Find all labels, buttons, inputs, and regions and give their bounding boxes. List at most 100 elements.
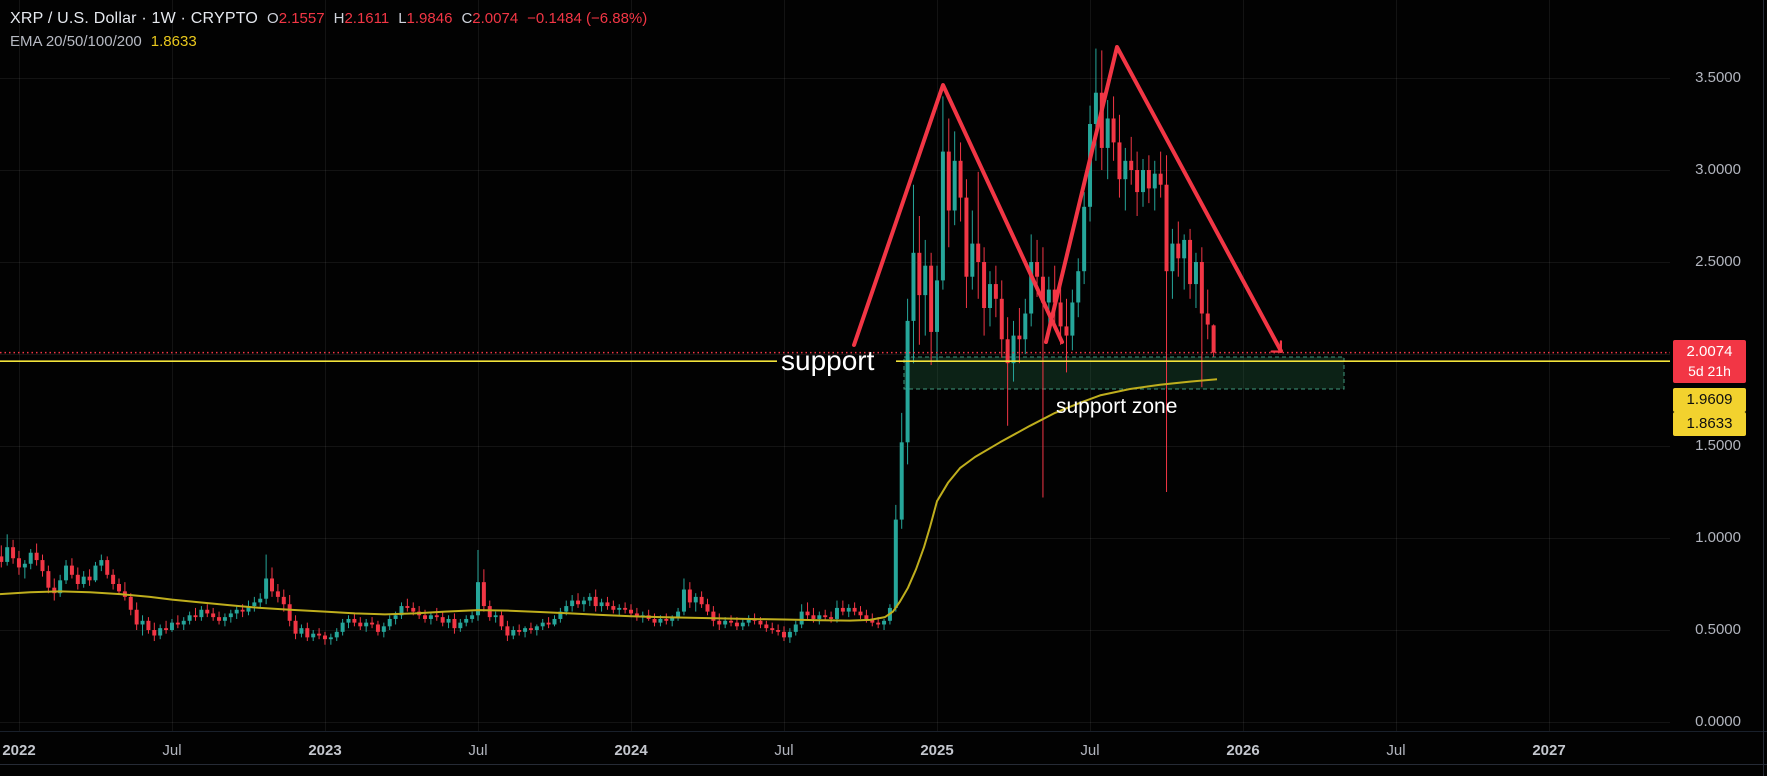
candle-body xyxy=(1046,289,1051,303)
price-tick-0.0000: 0.0000 xyxy=(1695,713,1741,730)
candle-body xyxy=(1105,118,1110,148)
candle-body xyxy=(222,617,227,621)
indicator-row[interactable]: EMA 20/50/100/200 1.8633 xyxy=(10,30,647,53)
candle-body xyxy=(993,284,998,299)
candle-body xyxy=(893,519,898,608)
candle-body xyxy=(1093,92,1098,124)
candle-body xyxy=(111,574,116,584)
candle-body xyxy=(152,630,157,636)
ohlc-open: O2.1557 xyxy=(267,10,325,27)
price-axis[interactable]: 3.5000 3.0000 2.5000 1.5000 1.0000 0.5000 0.00… xyxy=(1670,0,1767,731)
candle-body xyxy=(1076,271,1081,303)
candle-body xyxy=(552,618,557,625)
candle-body xyxy=(275,591,280,597)
candle-body xyxy=(393,615,398,619)
candle-body xyxy=(58,580,63,594)
symbol-title[interactable]: XRP / U.S. Dollar · 1W · CRYPTO xyxy=(10,9,259,27)
candle-body xyxy=(1005,339,1010,364)
candle-body xyxy=(352,618,357,623)
candle-body xyxy=(434,615,439,618)
candle-body xyxy=(1064,326,1069,336)
candle-body xyxy=(829,617,834,619)
candle-body xyxy=(970,243,975,277)
candle-body xyxy=(0,556,4,562)
symbol-row: XRP / U.S. Dollar · 1W · CRYPTO O2.1557 … xyxy=(10,7,647,30)
yellow-price-badge-1.9609: 1.9609 xyxy=(1673,387,1746,412)
candle-body xyxy=(1023,313,1028,340)
candle-body xyxy=(5,547,10,562)
candle-body xyxy=(581,600,586,605)
time-tick-2025: 2025 xyxy=(920,742,954,759)
trendline-drawing-2[interactable] xyxy=(1044,45,1283,353)
time-tick-2027: 2027 xyxy=(1532,742,1566,759)
candle-body xyxy=(811,615,816,619)
candle-body xyxy=(228,613,233,618)
candle-body xyxy=(346,618,351,623)
candle-body xyxy=(405,606,410,608)
price-tick-1.5000: 1.5000 xyxy=(1695,437,1741,454)
candle-body xyxy=(217,617,222,621)
candle-body xyxy=(246,606,251,612)
candle-body xyxy=(670,617,675,621)
candle-body xyxy=(587,596,592,601)
candle-body xyxy=(1193,262,1198,285)
candle-body xyxy=(334,631,339,638)
candle-body xyxy=(81,576,86,584)
candle-body xyxy=(1188,239,1193,285)
candle-body xyxy=(864,615,869,619)
candle-body xyxy=(1082,206,1087,272)
support-zone-box[interactable] xyxy=(903,356,1345,390)
candle-body xyxy=(322,635,327,640)
candle-body xyxy=(499,615,504,627)
chart-legend: XRP / U.S. Dollar · 1W · CRYPTO O2.1557 … xyxy=(10,7,647,53)
candle-body xyxy=(1129,160,1134,170)
candle-body xyxy=(399,606,404,616)
candle-body xyxy=(193,615,198,618)
candle-body xyxy=(699,596,704,605)
candle-body xyxy=(717,620,722,625)
candle-body xyxy=(505,626,510,636)
candle-body xyxy=(287,604,292,621)
candle-body xyxy=(770,628,775,630)
candle-body xyxy=(364,622,369,627)
candle-body xyxy=(1035,262,1040,277)
candle-body xyxy=(982,262,987,308)
candle-body xyxy=(381,626,386,632)
change-value: −0.1484 (−6.88%) xyxy=(527,10,648,27)
candle-body xyxy=(311,633,316,638)
candle-body xyxy=(1017,335,1022,340)
candle-body xyxy=(464,618,469,623)
candle-body xyxy=(687,589,692,603)
ema-line xyxy=(0,378,1218,622)
candle-body xyxy=(46,571,51,588)
support-text-drawing[interactable]: support xyxy=(781,345,875,376)
candle-body xyxy=(158,628,163,636)
current-price-badge: 2.0074 5d 21h xyxy=(1673,339,1746,383)
candle-body xyxy=(858,611,863,616)
candle-body xyxy=(117,584,121,592)
price-tick-1.0000: 1.0000 xyxy=(1695,529,1741,546)
ohlc-low: L1.9846 xyxy=(398,10,453,27)
candle-body xyxy=(105,560,110,575)
candle-body xyxy=(1111,118,1116,143)
time-tick-2026: 2026 xyxy=(1226,742,1260,759)
candle-body xyxy=(852,607,857,612)
candle-body xyxy=(40,560,45,572)
candle-body xyxy=(1170,243,1175,272)
candle-body xyxy=(99,560,104,566)
candle-body xyxy=(764,624,769,629)
support-zone-text-drawing[interactable]: support zone xyxy=(1056,395,1178,418)
trendline-drawing-1[interactable] xyxy=(852,83,1064,347)
candle-body xyxy=(475,582,480,616)
candle-body xyxy=(987,284,992,308)
candle-body xyxy=(493,615,498,618)
time-tick-2022: 2022 xyxy=(2,742,36,759)
candle-body xyxy=(328,637,333,640)
candle-body xyxy=(264,578,269,599)
candle-body xyxy=(487,606,492,618)
time-axis[interactable]: 2022 Jul 2023 Jul 2024 Jul 2025 Jul 2026 Jul 2027 xyxy=(0,731,1767,776)
candle-body xyxy=(1123,160,1128,180)
candle-body xyxy=(187,615,192,621)
